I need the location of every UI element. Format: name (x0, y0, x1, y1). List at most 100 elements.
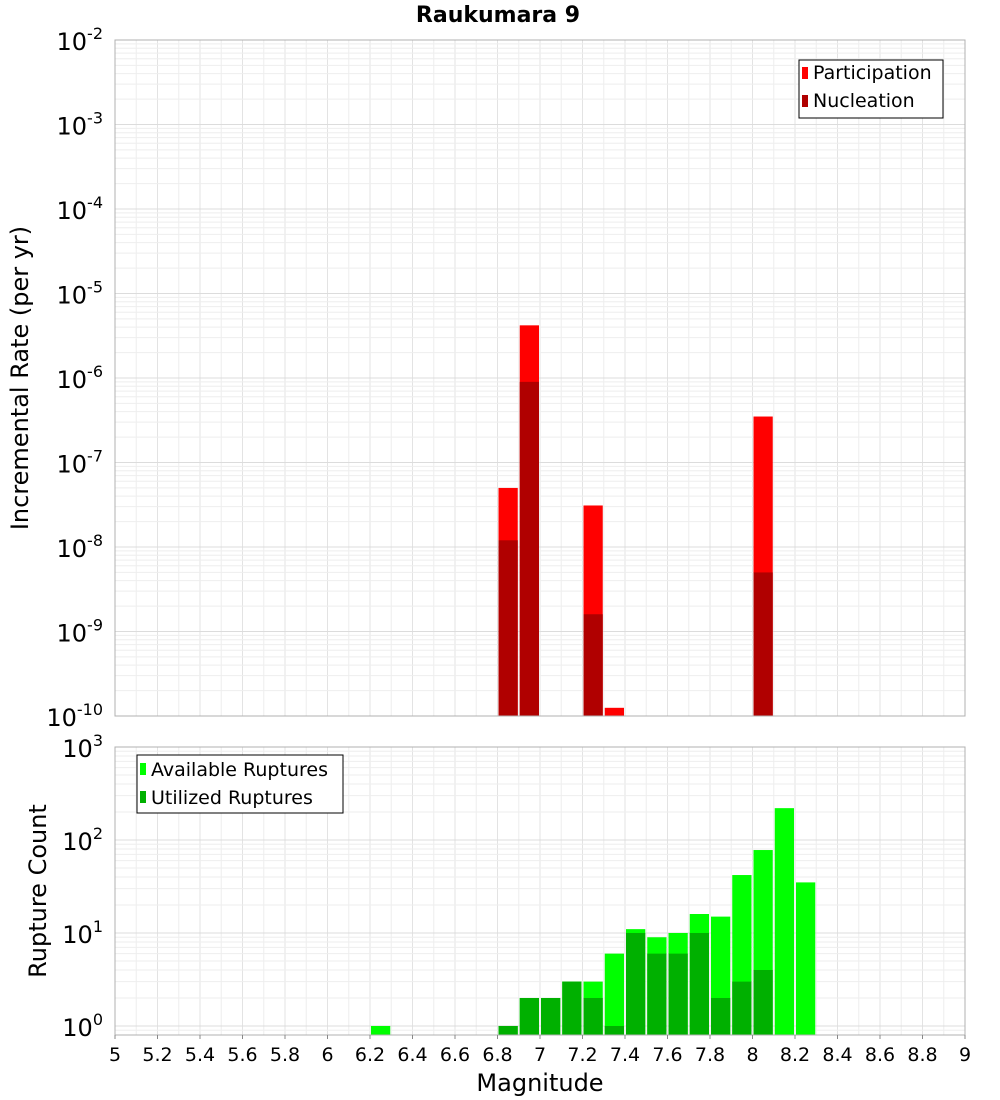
y-tick-label: 10-6 (57, 362, 104, 394)
y-tick-label: 100 (62, 1010, 103, 1042)
y-tick-base: 10 (57, 197, 88, 225)
y-tick-base: 10 (57, 535, 88, 563)
x-tick-label: 8.6 (865, 1044, 895, 1066)
y-tick-label: 103 (62, 731, 103, 763)
y-tick-label: 10-5 (57, 278, 104, 310)
x-tick-label: 6 (321, 1044, 333, 1066)
x-tick-label: 8.4 (822, 1044, 852, 1066)
x-axis-label: Magnitude (476, 1069, 603, 1097)
x-tick-label: 8.8 (907, 1044, 937, 1066)
x-tick-label: 7.4 (610, 1044, 640, 1066)
y-tick-base: 10 (46, 704, 77, 732)
y-tick-base: 10 (57, 113, 88, 141)
x-tick-label: 5.8 (270, 1044, 300, 1066)
top-legend-box (798, 59, 944, 119)
y-tick-exponent: -3 (87, 109, 103, 128)
y-tick-base: 10 (57, 451, 88, 479)
y-tick-base: 10 (57, 282, 88, 310)
top-y-axis-label: Incremental Rate (per yr) (6, 226, 34, 530)
bar-available-ruptures-7_35 (604, 953, 624, 1035)
x-tick-label: 9 (959, 1044, 971, 1066)
bar-utilized-ruptures-6_85 (498, 1025, 518, 1035)
x-tick-label: 5.4 (185, 1044, 215, 1066)
y-tick-base: 10 (62, 1014, 93, 1042)
x-tick-label: 5.6 (227, 1044, 257, 1066)
x-tick-label: 7 (534, 1044, 546, 1066)
bar-utilized-ruptures-7_35 (604, 1025, 624, 1035)
bar-utilized-ruptures-7_45 (626, 932, 646, 1035)
y-tick-label: 10-9 (57, 616, 104, 648)
bar-utilized-ruptures-7_55 (647, 953, 667, 1035)
y-tick-label: 101 (62, 917, 103, 949)
y-tick-exponent: -9 (87, 616, 103, 635)
y-tick-label: 10-7 (57, 447, 104, 479)
legend-swatch-utilized-ruptures (140, 791, 146, 803)
y-tick-label: 10-4 (57, 193, 104, 225)
chart-title: Raukumara 9 (416, 3, 580, 28)
y-tick-exponent: -8 (87, 531, 103, 550)
y-tick-base: 10 (57, 366, 88, 394)
legend-label-utilized-ruptures: Utilized Ruptures (151, 787, 313, 809)
bar-available-ruptures-8_15 (774, 808, 794, 1035)
x-tick-label: 5.2 (142, 1044, 172, 1066)
y-tick-label: 10-10 (46, 700, 103, 732)
y-tick-base: 10 (57, 620, 88, 648)
bar-utilized-ruptures-7_25 (583, 997, 603, 1035)
y-tick-exponent: 0 (93, 1010, 103, 1029)
bottom-y-axis-label: Rupture Count (24, 804, 52, 978)
legend-swatch-available-ruptures (140, 763, 146, 775)
x-tick-label: 5 (109, 1044, 121, 1066)
top-legend: Participation Nucleation (798, 59, 944, 119)
top-bars (498, 325, 773, 716)
y-tick-exponent: 2 (93, 824, 103, 843)
bar-utilized-ruptures-7_15 (562, 981, 582, 1035)
bar-nucleation-6_85 (498, 540, 518, 716)
y-tick-exponent: 3 (93, 731, 103, 750)
bar-available-ruptures-6_25 (371, 1025, 391, 1035)
y-tick-exponent: 1 (93, 917, 103, 936)
x-tick-labels: 5 5.2 5.4 5.6 5.8 6 6.2 6.4 6.6 6.8 7 7.2 7.4 7.6 7.8 8… (109, 1035, 971, 1066)
legend-label-available-ruptures: Available Ruptures (151, 759, 328, 781)
y-tick-base: 10 (57, 28, 88, 56)
y-tick-exponent: -2 (87, 24, 103, 43)
y-tick-label: 102 (62, 824, 103, 856)
bar-utilized-ruptures-7_75 (689, 932, 709, 1035)
bar-utilized-ruptures-7_95 (732, 981, 752, 1035)
bar-participation-7_35 (604, 707, 624, 716)
bottom-legend: Available Ruptures Utilized Ruptures (136, 754, 344, 814)
x-tick-label: 6.6 (440, 1044, 470, 1066)
legend-label-participation: Participation (813, 62, 932, 84)
y-tick-exponent: -7 (87, 447, 103, 466)
x-tick-label: 8 (746, 1044, 758, 1066)
y-tick-label: 10-3 (57, 109, 104, 141)
bar-utilized-ruptures-7_65 (668, 953, 688, 1035)
bottom-legend-box (136, 754, 344, 814)
x-tick-label: 7.2 (567, 1044, 597, 1066)
x-tick-label: 7.6 (652, 1044, 682, 1066)
legend-swatch-participation (802, 67, 808, 79)
bar-utilized-ruptures-7_85 (711, 997, 731, 1035)
bar-utilized-ruptures-6_95 (519, 997, 539, 1035)
y-tick-base: 10 (62, 921, 93, 949)
top-plot-border (114, 39, 966, 717)
y-tick-base: 10 (62, 735, 93, 763)
bar-nucleation-6_95 (519, 381, 539, 716)
y-tick-label: 10-2 (57, 24, 104, 56)
x-tick-label: 6.4 (397, 1044, 427, 1066)
x-tick-label: 6.2 (355, 1044, 385, 1066)
legend-swatch-nucleation (802, 95, 808, 107)
y-tick-exponent: -4 (87, 193, 103, 212)
bar-nucleation-8_05 (753, 572, 773, 716)
y-tick-exponent: -6 (87, 362, 103, 381)
bar-utilized-ruptures-7_05 (541, 997, 561, 1035)
bar-utilized-ruptures-8_05 (753, 969, 773, 1035)
y-tick-exponent: -10 (77, 700, 103, 719)
y-tick-label: 10-8 (57, 531, 104, 563)
bottom-bars (371, 808, 816, 1035)
x-tick-label: 6.8 (482, 1044, 512, 1066)
